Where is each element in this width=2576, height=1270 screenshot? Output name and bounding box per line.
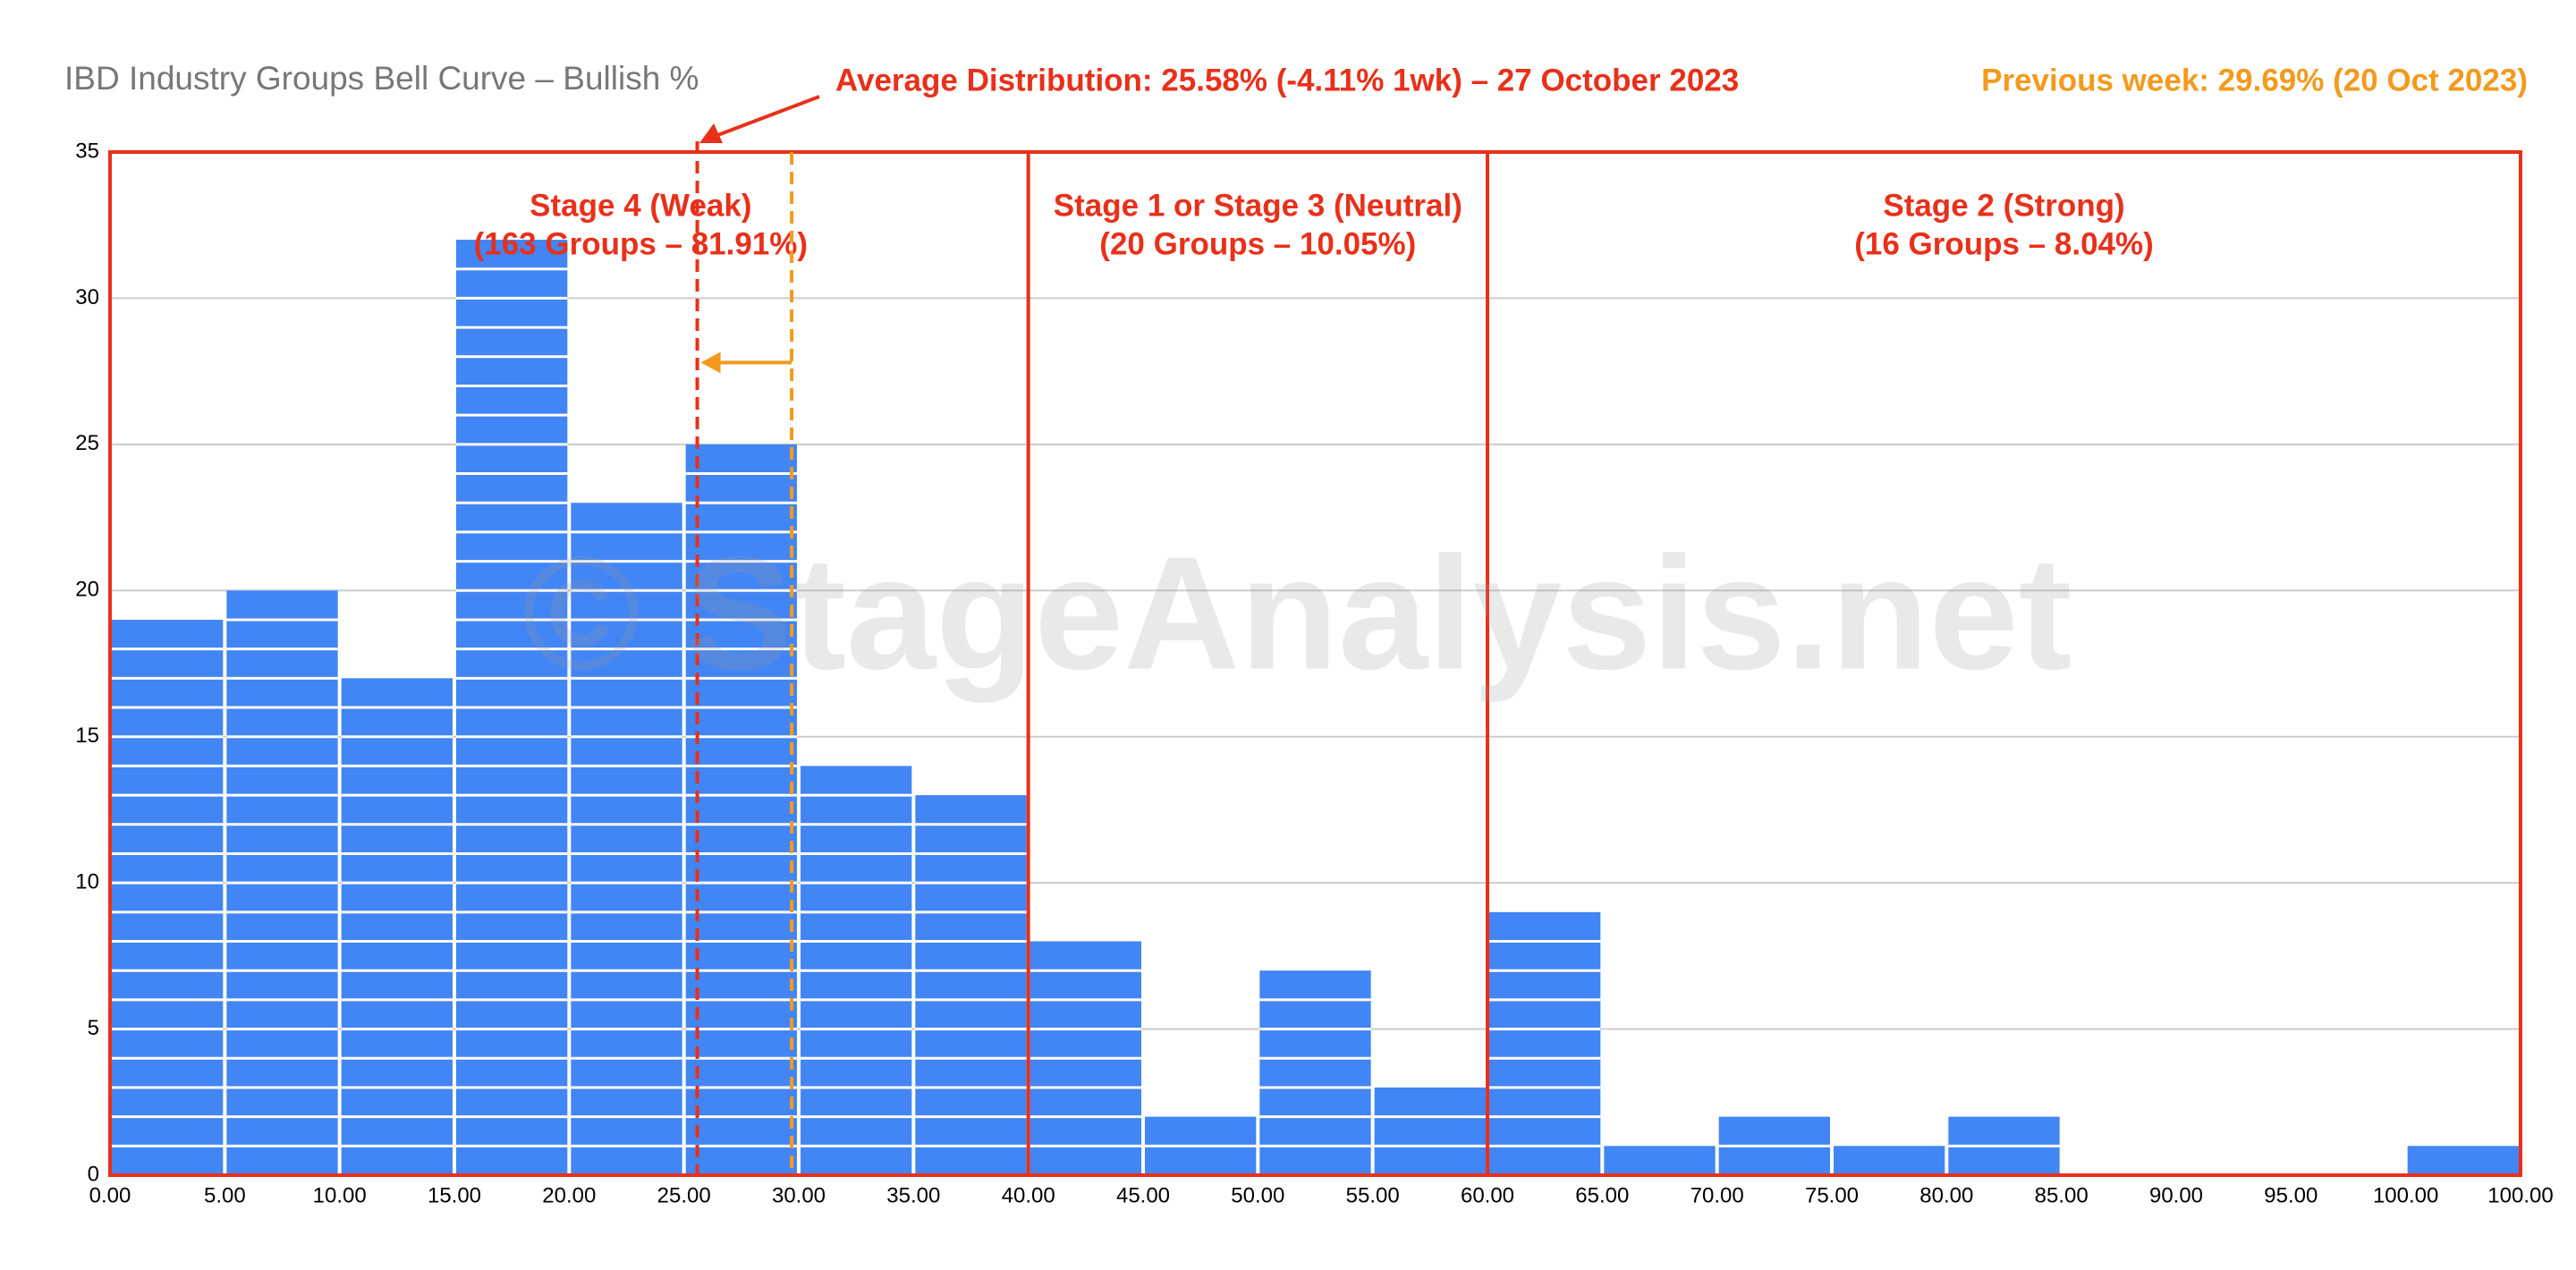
annotation-previous: Previous week: 29.69% (20 Oct 2023): [1981, 63, 2528, 97]
bar: [915, 795, 1027, 1175]
x-tick-label: 20.00: [542, 1183, 596, 1207]
shift-arrowhead: [700, 351, 721, 374]
y-tick-label: 15: [75, 724, 99, 748]
x-tick-label: 90.00: [2149, 1183, 2203, 1207]
x-tick-label: 100.00: [2487, 1183, 2553, 1207]
zone-label: (163 Groups – 81.91%): [474, 226, 809, 261]
x-tick-label: 80.00: [1919, 1183, 1973, 1207]
y-tick-label: 25: [75, 431, 99, 455]
pointer-arrowhead: [699, 123, 723, 143]
x-tick-label: 75.00: [1805, 1183, 1859, 1207]
x-tick-label: 85.00: [2035, 1183, 2089, 1207]
y-tick-label: 10: [75, 869, 99, 893]
pointer-arrow: [715, 95, 820, 138]
zone-label: Stage 1 or Stage 3 (Neutral): [1054, 188, 1462, 223]
bar: [1374, 1087, 1486, 1175]
y-tick-label: 0: [88, 1162, 99, 1186]
x-tick-label: 25.00: [657, 1183, 711, 1207]
bar: [685, 444, 797, 1175]
x-tick-label: 5.00: [204, 1183, 246, 1207]
x-tick-label: 15.00: [428, 1183, 481, 1207]
x-tick-label: 55.00: [1346, 1183, 1400, 1207]
zone-label: (20 Groups – 10.05%): [1099, 226, 1416, 261]
x-tick-label: 40.00: [1002, 1183, 1055, 1207]
x-tick-label: 65.00: [1575, 1183, 1629, 1207]
zone-frame: [108, 150, 2522, 1177]
x-tick-label: 100.00: [2373, 1183, 2438, 1207]
zone-label: (16 Groups – 8.04%): [1854, 226, 2154, 261]
bar: [1489, 911, 1601, 1175]
bar: [1259, 970, 1371, 1175]
bar: [571, 503, 682, 1175]
x-tick-label: 50.00: [1231, 1183, 1284, 1207]
watermark: © StageAnalysis.net: [521, 524, 2072, 704]
y-tick-label: 30: [75, 285, 99, 309]
x-tick-label: 35.00: [886, 1183, 940, 1207]
x-tick-label: 70.00: [1690, 1183, 1744, 1207]
x-tick-label: 30.00: [772, 1183, 826, 1207]
chart-title: IBD Industry Groups Bell Curve – Bullish…: [64, 60, 699, 97]
x-tick-label: 95.00: [2264, 1183, 2318, 1207]
zone-label: Stage 2 (Strong): [1883, 188, 2124, 223]
annotation-current: Average Distribution: 25.58% (-4.11% 1wk…: [835, 63, 1739, 97]
bar: [112, 619, 224, 1175]
x-tick-label: 45.00: [1116, 1183, 1170, 1207]
bar: [2407, 1146, 2519, 1175]
bar: [341, 678, 453, 1175]
zone-label: Stage 4 (Weak): [530, 188, 751, 223]
bar: [1834, 1146, 1945, 1175]
y-tick-label: 35: [75, 139, 99, 163]
x-tick-label: 60.00: [1461, 1183, 1514, 1207]
bar: [1604, 1146, 1716, 1175]
x-tick-label: 0.00: [89, 1183, 131, 1207]
x-tick-label: 10.00: [313, 1183, 367, 1207]
y-tick-label: 5: [88, 1016, 99, 1040]
y-tick-label: 20: [75, 578, 99, 602]
